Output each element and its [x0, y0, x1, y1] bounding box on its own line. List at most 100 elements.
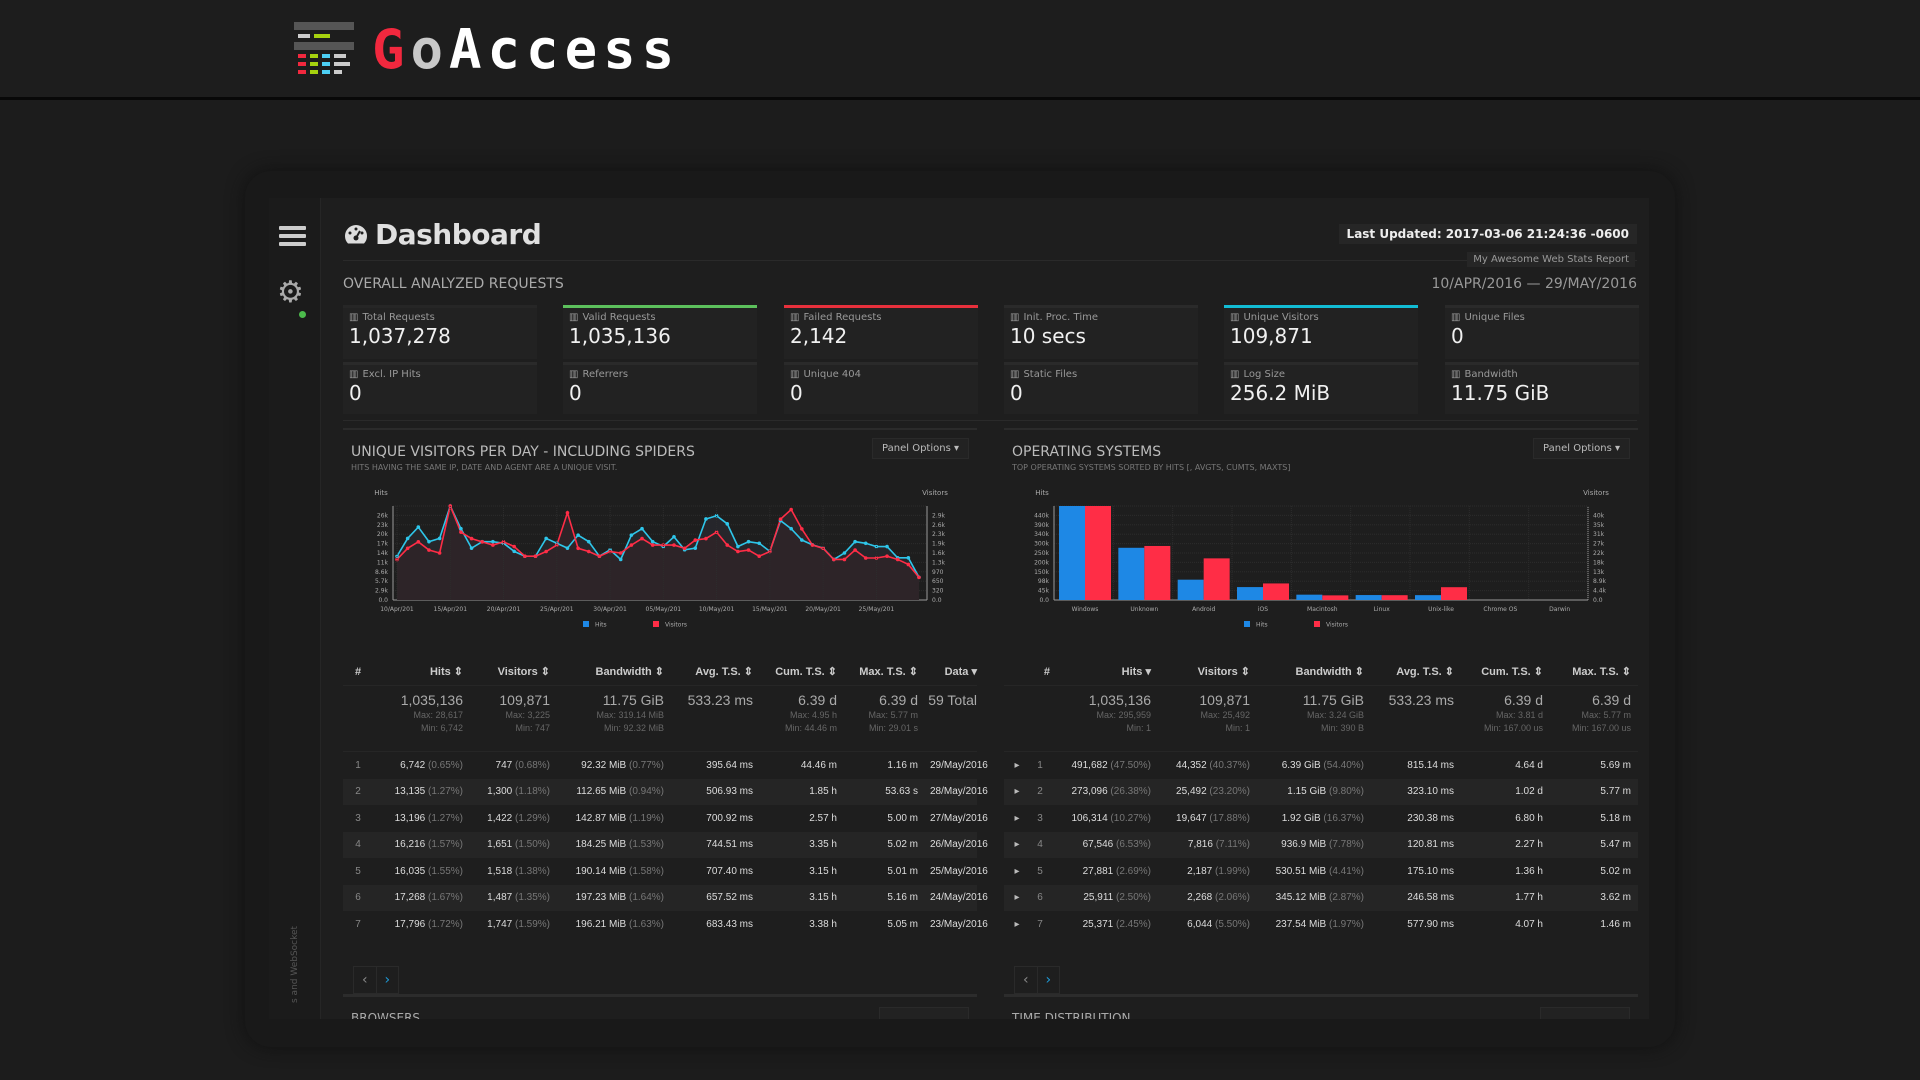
hits-bar[interactable]: [1059, 506, 1085, 600]
hits-point[interactable]: [491, 539, 495, 544]
visitors-point[interactable]: [810, 543, 815, 547]
expand-row-icon[interactable]: ▸: [1014, 759, 1020, 771]
visitors-point[interactable]: [554, 543, 559, 547]
hits-point[interactable]: [853, 539, 857, 544]
column-header[interactable]: Data ▾: [944, 666, 977, 678]
table-row[interactable]: ▸ 3 106,314 (10.27%) 19,647 (17.88%) 1.92 Gi…: [1004, 805, 1638, 832]
visitors-bar[interactable]: [1144, 545, 1171, 600]
hits-bar[interactable]: [1415, 595, 1441, 600]
prev-page-button[interactable]: ‹: [354, 967, 377, 993]
hits-point[interactable]: [640, 526, 644, 531]
hits-point[interactable]: [469, 546, 474, 550]
hits-point[interactable]: [576, 533, 580, 537]
visitors-bar[interactable]: [1203, 558, 1230, 600]
visitors-point[interactable]: [757, 554, 762, 559]
hits-point[interactable]: [842, 551, 847, 555]
hits-point[interactable]: [746, 539, 751, 544]
hits-bar[interactable]: [1296, 594, 1323, 600]
visitors-point[interactable]: [437, 551, 442, 555]
expand-row-icon[interactable]: ▸: [1014, 839, 1020, 851]
visitors-point[interactable]: [608, 549, 612, 554]
next-page-button[interactable]: ›: [1045, 972, 1052, 988]
visitors-point[interactable]: [885, 554, 889, 559]
hits-point[interactable]: [544, 536, 548, 541]
column-header[interactable]: Max. T.S. ⇕: [1572, 666, 1631, 678]
table-row[interactable]: 3 13,196 (1.27%) 1,422 (1.29%) 142.87 MiB (…: [343, 805, 988, 832]
visitors-point[interactable]: [533, 554, 538, 559]
visitors-bar[interactable]: [1263, 583, 1289, 600]
visitors-point[interactable]: [459, 530, 463, 534]
visitors-point[interactable]: [469, 536, 474, 541]
table-row[interactable]: 5 16,035 (1.55%) 1,518 (1.38%) 190.14 MiB (…: [343, 858, 988, 885]
visitors-point[interactable]: [736, 549, 740, 554]
visitors-point[interactable]: [906, 562, 911, 567]
visitors-point[interactable]: [831, 557, 836, 562]
expand-row-icon[interactable]: ▸: [1014, 786, 1020, 798]
visitors-point[interactable]: [523, 554, 527, 559]
visitors-point[interactable]: [565, 510, 570, 515]
column-header[interactable]: #: [1043, 665, 1050, 678]
visitors-point[interactable]: [491, 543, 495, 547]
visitors-point[interactable]: [416, 540, 421, 544]
hamburger-menu-icon[interactable]: [279, 226, 306, 246]
visitors-point[interactable]: [661, 543, 666, 547]
visitors-point[interactable]: [395, 557, 399, 562]
table-row[interactable]: 7 17,796 (1.72%) 1,747 (1.59%) 196.21 MiB (…: [343, 911, 988, 938]
visitors-point[interactable]: [725, 543, 730, 547]
visitors-bar[interactable]: [1085, 506, 1111, 600]
hits-point[interactable]: [789, 526, 793, 531]
column-header[interactable]: Visitors ⇕: [1197, 666, 1250, 678]
hits-bar[interactable]: [1237, 587, 1263, 600]
visitors-point[interactable]: [917, 575, 921, 580]
hits-point[interactable]: [863, 541, 868, 546]
column-header[interactable]: Hits ⇕: [429, 666, 463, 678]
visitors-point[interactable]: [789, 507, 793, 512]
hits-bar[interactable]: [1118, 547, 1145, 600]
hits-point[interactable]: [416, 525, 421, 529]
visitors-point[interactable]: [576, 546, 580, 551]
visitors-bar[interactable]: [1322, 595, 1349, 600]
hits-point[interactable]: [885, 544, 889, 549]
visitors-point[interactable]: [842, 557, 847, 562]
visitors-point[interactable]: [544, 549, 548, 554]
visitors-point[interactable]: [768, 549, 772, 554]
next-page-button[interactable]: ›: [384, 972, 391, 988]
table-row[interactable]: 6 17,268 (1.67%) 1,487 (1.35%) 197.23 MiB (…: [343, 884, 988, 911]
expand-row-icon[interactable]: ▸: [1014, 918, 1020, 930]
prev-page-button[interactable]: ‹: [1015, 967, 1038, 993]
hits-point[interactable]: [693, 546, 698, 550]
table-row[interactable]: 2 13,135 (1.27%) 1,300 (1.18%) 112.65 MiB (…: [343, 778, 988, 805]
column-header[interactable]: Cum. T.S. ⇕: [1481, 666, 1543, 678]
column-header[interactable]: Visitors ⇕: [497, 666, 550, 678]
visitors-point[interactable]: [853, 548, 857, 552]
expand-row-icon[interactable]: ▸: [1014, 812, 1020, 824]
hits-point[interactable]: [650, 539, 655, 544]
gear-icon[interactable]: ⚙: [277, 275, 304, 310]
visitors-point[interactable]: [874, 556, 879, 560]
visitors-point[interactable]: [629, 543, 634, 547]
hits-point[interactable]: [672, 534, 676, 539]
visitors-bar[interactable]: [1441, 587, 1467, 600]
column-header[interactable]: Bandwidth ⇕: [595, 666, 665, 678]
hits-point[interactable]: [512, 549, 516, 554]
column-header[interactable]: Avg. T.S. ⇕: [1396, 666, 1454, 678]
column-header[interactable]: Hits ▾: [1121, 666, 1151, 678]
visitors-point[interactable]: [693, 538, 698, 542]
visitors-point[interactable]: [746, 548, 751, 552]
hits-point[interactable]: [618, 557, 623, 562]
column-header[interactable]: Cum. T.S. ⇕: [775, 666, 837, 678]
hits-point[interactable]: [586, 539, 591, 544]
expand-row-icon[interactable]: ▸: [1014, 892, 1020, 904]
visitors-point[interactable]: [778, 517, 783, 522]
visitors-point[interactable]: [682, 546, 687, 551]
table-row[interactable]: ▸ 4 67,546 (6.53%) 7,816 (7.11%) 936.9 MiB (…: [1004, 831, 1638, 858]
hits-point[interactable]: [736, 544, 740, 549]
hits-point[interactable]: [906, 556, 911, 560]
hits-point[interactable]: [704, 517, 708, 521]
visitors-point[interactable]: [427, 548, 431, 552]
visitors-point[interactable]: [586, 549, 591, 554]
table-row[interactable]: ▸ 7 25,371 (2.45%) 6,044 (5.50%) 237.54 MiB …: [1004, 911, 1638, 938]
hits-bar[interactable]: [1177, 579, 1204, 600]
hits-point[interactable]: [800, 538, 804, 542]
column-header[interactable]: Bandwidth ⇕: [1295, 666, 1365, 678]
